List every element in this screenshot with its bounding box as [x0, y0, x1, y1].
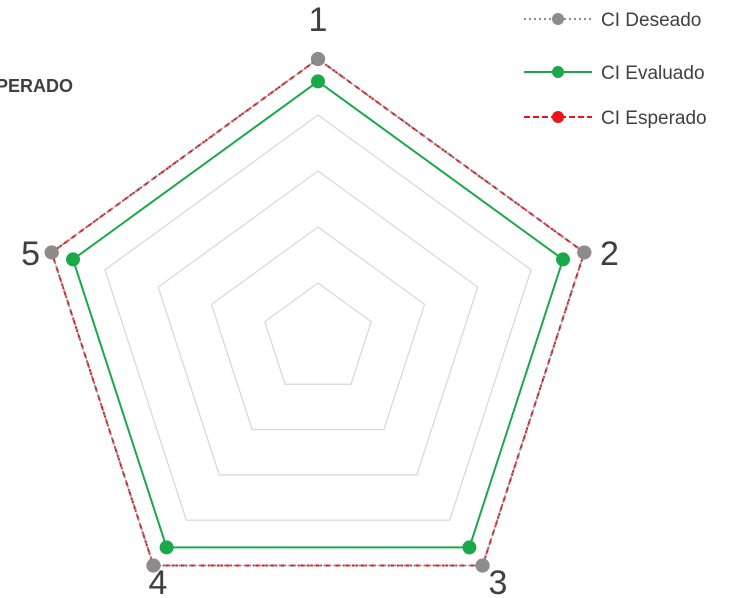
grid-ring-1 [263, 282, 373, 385]
legend-item-3: CI Esperado [524, 108, 707, 129]
legend-label: CI Esperado [601, 108, 707, 129]
data-point-1-5 [44, 245, 59, 260]
series-ci-esperado [44, 52, 592, 573]
legend-label: CI Deseado [601, 10, 701, 31]
data-point-1-1 [311, 52, 325, 66]
radar-grid [50, 58, 586, 567]
legend-item-2: CI Evaluado [524, 63, 705, 84]
axis-label-1: 1 [309, 1, 328, 39]
axis-label-5: 5 [21, 235, 40, 273]
data-point-2-5 [66, 252, 81, 267]
series-line [50, 58, 586, 567]
grid-ring-3 [157, 170, 479, 476]
data-point-2-1 [311, 74, 325, 89]
axis-label-3: 3 [489, 564, 508, 598]
data-point-2-3 [462, 540, 477, 555]
grid-ring-5 [50, 58, 586, 567]
data-point-1-3 [475, 558, 490, 573]
grid-ring-2 [210, 226, 426, 431]
series-line [72, 80, 564, 549]
legend-marker [552, 111, 564, 123]
axis-label-4: 4 [149, 564, 168, 598]
data-point-1-2 [577, 245, 592, 260]
radar-series [44, 52, 592, 573]
data-point-2-4 [159, 540, 174, 555]
legend-item-1: CI Deseado [524, 10, 701, 31]
data-point-1-4 [146, 558, 161, 573]
legend-label: CI Evaluado [601, 63, 705, 84]
chart-title-fragment: PERADO [0, 76, 73, 96]
series-ci-evaluado [66, 74, 570, 555]
axis-label-2: 2 [600, 235, 619, 273]
legend-marker [552, 13, 564, 25]
series-ci-deseado [44, 52, 592, 573]
data-point-2-2 [555, 252, 570, 267]
axis-labels: 1 2 3 4 5 [21, 1, 619, 598]
series-line [50, 58, 586, 567]
chart-legend: CI Deseado CI Evaluado CI Esperado [524, 10, 707, 129]
grid-ring-4 [104, 114, 532, 521]
legend-marker [552, 66, 564, 78]
